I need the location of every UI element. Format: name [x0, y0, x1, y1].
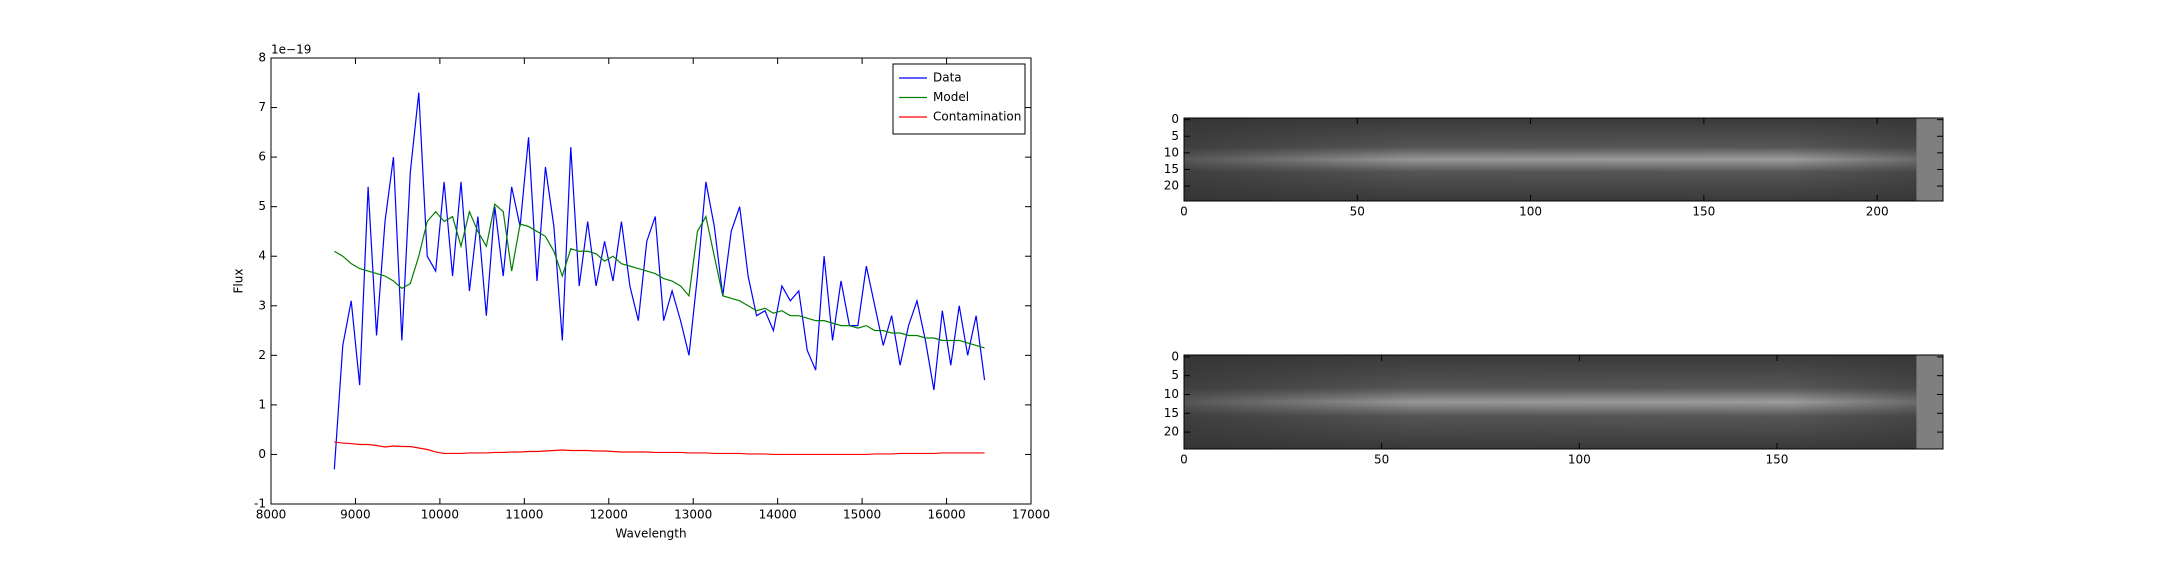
y-tick-label: 4 [258, 249, 266, 263]
legend-label: Data [933, 71, 962, 85]
x-tick-label: 13000 [674, 508, 712, 522]
x-tick-label: 12000 [590, 508, 628, 522]
y-tick-label: 10 [1164, 145, 1179, 159]
image-shade [1184, 355, 1943, 449]
y-tick-label: 6 [258, 150, 266, 164]
x-tick-label: 17000 [1012, 508, 1050, 522]
y-tick-label: 0 [258, 447, 266, 461]
series-line [334, 441, 985, 456]
series-line [334, 203, 985, 349]
x-tick-label: 0 [1180, 453, 1188, 467]
y-tick-label: 5 [258, 199, 266, 213]
axes-frame [1183, 117, 1944, 202]
x-tick-label: 15000 [843, 508, 881, 522]
y-tick-label: -1 [254, 497, 266, 511]
offset-text: 1e−19 [271, 43, 311, 57]
y-tick-label: 20 [1164, 425, 1179, 439]
x-tick-label: 0 [1180, 205, 1188, 219]
y-tick-label: 0 [1171, 112, 1179, 126]
y-tick-label: 3 [258, 298, 266, 312]
x-tick-label: 150 [1692, 205, 1715, 219]
x-tick-label: 10000 [421, 508, 459, 522]
y-tick-label: 1 [258, 397, 266, 411]
image-shade [1184, 118, 1943, 201]
x-tick-label: 11000 [505, 508, 543, 522]
axes-frame [270, 57, 1032, 505]
y-tick-label: 0 [1171, 349, 1179, 363]
axes-frame [1183, 354, 1944, 450]
x-tick-label: 16000 [927, 508, 965, 522]
y-tick-label: 5 [1171, 368, 1179, 382]
x-tick-label: 100 [1519, 205, 1542, 219]
y-tick-label: 7 [258, 100, 266, 114]
series-line [333, 92, 986, 470]
image-padding [1916, 355, 1943, 449]
y-tick-label: 2 [258, 348, 266, 362]
x-tick-label: 50 [1374, 453, 1389, 467]
y-tick-label: 10 [1164, 387, 1179, 401]
x-tick-label: 100 [1568, 453, 1591, 467]
y-axis-label: Flux [232, 269, 246, 294]
x-tick-label: 9000 [340, 508, 371, 522]
x-tick-label: 14000 [759, 508, 797, 522]
y-tick-label: 20 [1164, 179, 1179, 193]
x-axis-label: Wavelength [615, 527, 686, 541]
x-tick-label: 150 [1766, 453, 1789, 467]
x-tick-label: 8000 [256, 508, 287, 522]
legend-box [892, 63, 1026, 135]
y-tick-label: 15 [1164, 162, 1179, 176]
y-tick-label: 15 [1164, 406, 1179, 420]
x-tick-label: 50 [1350, 205, 1365, 219]
image-padding [1916, 118, 1943, 201]
legend-label: Model [933, 90, 969, 104]
y-tick-label: 5 [1171, 129, 1179, 143]
legend-label: Contamination [933, 110, 1021, 124]
x-tick-label: 200 [1866, 205, 1889, 219]
y-tick-label: 8 [258, 51, 266, 65]
